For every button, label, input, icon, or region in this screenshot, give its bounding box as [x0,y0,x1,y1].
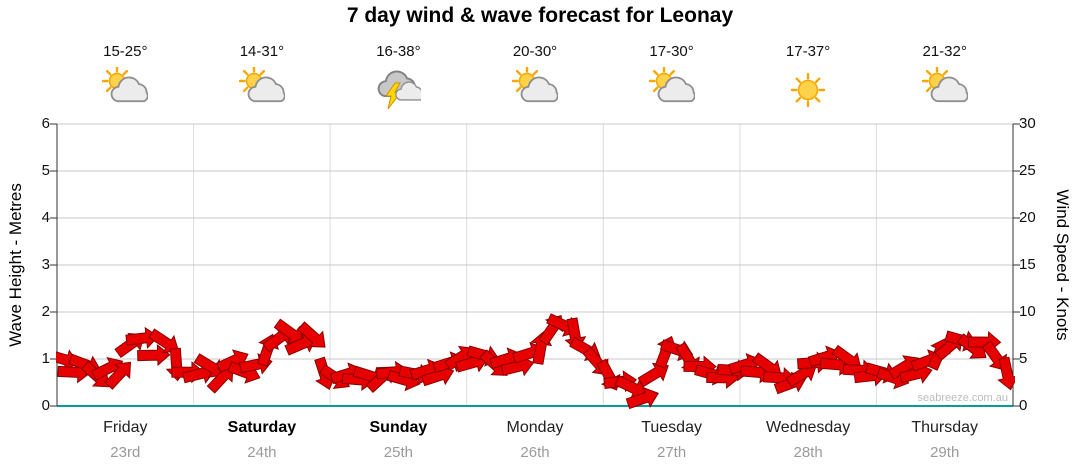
watermark: seabreeze.com.au [918,392,1009,404]
temp-label: 15-25° [103,43,148,60]
wind-arrow [625,386,659,410]
tick-label-right: 20 [1019,209,1036,226]
day-label: Wednesday [765,419,851,436]
tick-label-left: 6 [41,115,50,132]
chart-title: 7 day wind & wave forecast for Leonay [346,4,734,27]
day-label: Friday [103,419,148,436]
tick-label-left: 4 [41,209,50,226]
weather-icon-partly-cloudy [238,65,286,113]
temp-label: 20-30° [512,43,558,60]
tick-label-right: 25 [1019,162,1036,179]
wind-arrow [637,362,669,388]
tick-label-left: 0 [41,397,50,414]
date-label: 26th [520,444,550,461]
date-label: 29th [930,444,960,461]
day-label: Thursday [911,419,979,436]
weather-icon-partly-cloudy [511,65,559,113]
temp-label: 16-38° [376,43,421,60]
tick-label-left: 5 [41,162,50,179]
wind-arrow [104,361,132,390]
tick-label-right: 30 [1019,115,1036,132]
wind-arrow [297,321,326,348]
tick-label-left: 3 [41,256,50,273]
tick-label-right: 10 [1019,303,1036,320]
date-label: 24th [247,444,277,461]
weather-icon-partly-cloudy [648,65,696,113]
right-axis-label: Wind Speed - Knots [1053,189,1072,341]
temp-label: 21-32° [922,43,967,60]
wind-arrows [56,313,1015,410]
tick-label-left: 2 [41,303,50,320]
tick-label-right: 5 [1019,350,1028,367]
tick-label-left: 1 [41,350,50,367]
date-label: 28th [793,444,823,461]
temp-label: 17-30° [649,43,694,60]
weather-icon-sunny [785,67,831,113]
tick-label-right: 0 [1019,397,1028,414]
wind-arrow [216,349,249,373]
day-label: Saturday [227,419,297,436]
temp-label: 14-31° [239,43,285,60]
day-label: Tuesday [641,419,702,436]
wind-arrow [137,344,171,367]
day-label: Monday [506,419,564,436]
weather-icon-partly-cloudy [102,65,149,113]
weather-icon-thunderstorm [375,67,425,113]
wind-arrow [997,356,1015,391]
day-label: Sunday [369,419,428,436]
wind-arrow [125,326,160,349]
date-label: 25th [383,444,413,461]
temp-label: 17-37° [785,43,831,60]
tick-label-right: 15 [1019,256,1036,273]
date-label: 27th [656,444,687,461]
weather-icon-partly-cloudy [921,65,969,113]
date-label: 23rd [110,444,141,461]
